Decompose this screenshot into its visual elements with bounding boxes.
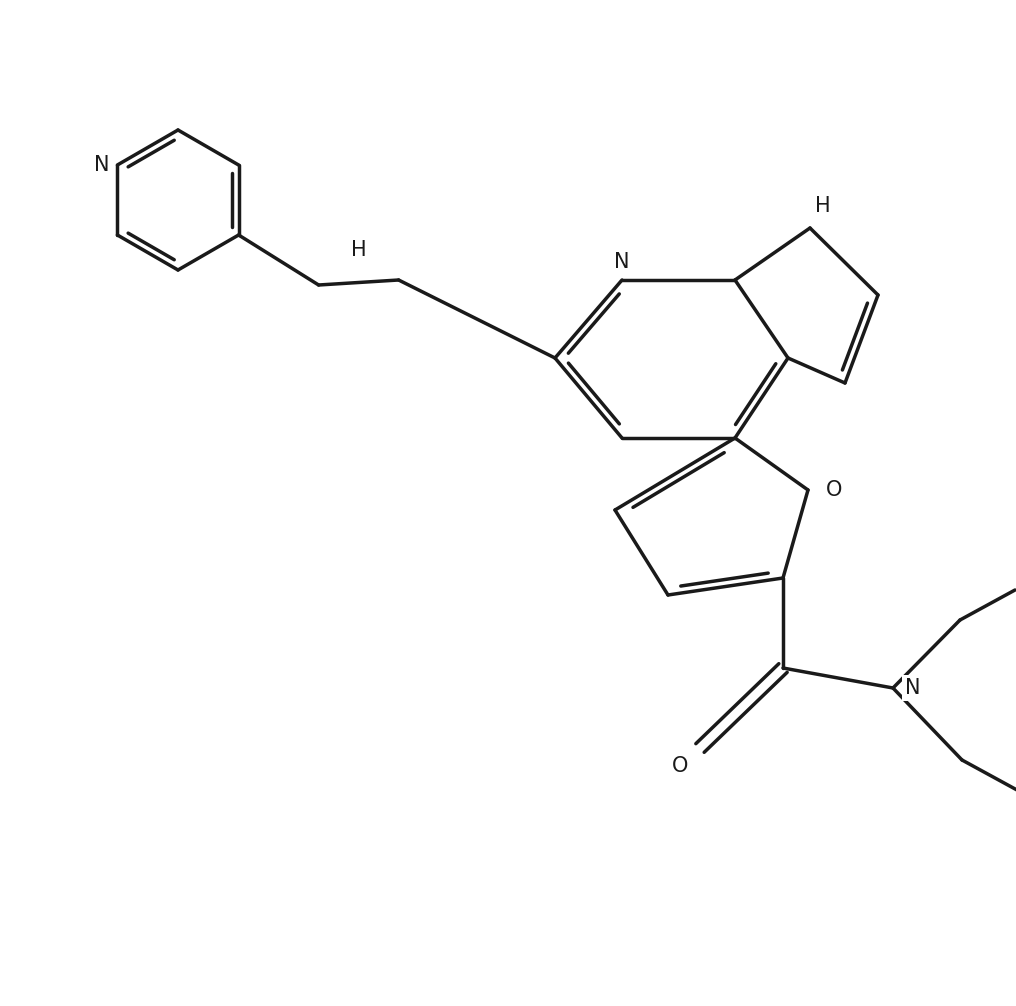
Text: O: O [826,480,842,500]
Text: H: H [815,196,831,216]
Text: H: H [351,240,367,261]
Text: N: N [93,155,110,175]
Text: N: N [615,252,630,272]
Text: O: O [672,756,688,776]
Text: N: N [905,678,920,698]
